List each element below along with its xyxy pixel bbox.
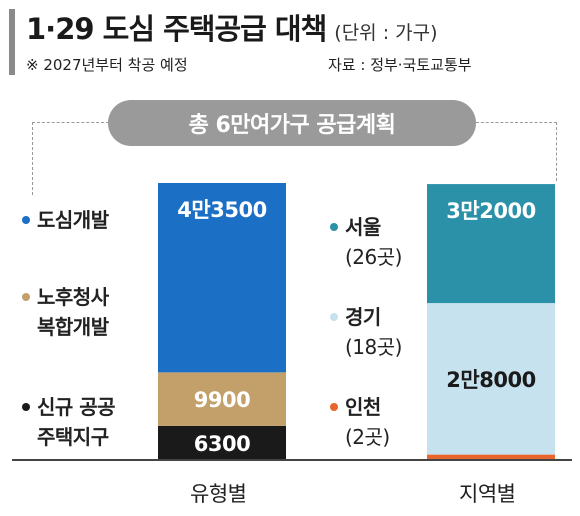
bar-segment-0-2 (158, 183, 286, 373)
legend-label: 인천 (345, 395, 381, 419)
legend-item-urban-development: 도심개발 (22, 205, 109, 235)
legend-dot (22, 215, 30, 224)
bar-value-label-1-2: 3만2000 (446, 199, 535, 223)
bar-segment-1-1 (427, 303, 555, 455)
legend-dot (330, 402, 338, 411)
legend-dot (22, 292, 30, 301)
bar-segment-0-0 (158, 425, 286, 460)
legend-label-line2: 복합개발 (37, 315, 109, 339)
legend-item-gyeonggi: 경기 (18곳) (330, 302, 402, 362)
bar-segment-1-0 (427, 454, 555, 460)
legend-label: 신규 공공 (37, 395, 116, 419)
schedule-note: ※ 2027년부터 착공 예정 (26, 56, 188, 74)
bar-value-label-0-1: 9900 (194, 388, 250, 412)
left-bracket (32, 122, 109, 195)
chart-baseline (12, 459, 572, 461)
legend-label-line2: 주택지구 (37, 425, 109, 449)
unit-label: (단위 : 가구) (334, 22, 438, 44)
legend-item-old-office-redevelopment: 노후청사 복합개발 (22, 282, 109, 342)
legend-label-line2: (2곳) (345, 425, 390, 449)
legend-dot (330, 312, 338, 321)
legend-label: 노후청사 (37, 285, 109, 309)
legend-label: 경기 (345, 305, 381, 329)
legend-dot (22, 402, 30, 411)
category-label-by-type: 유형별 (190, 482, 247, 506)
category-label-by-region: 지역별 (459, 482, 516, 506)
legend-item-incheon: 인천 (2곳) (330, 392, 390, 452)
page-title: 1·29 도심 주택공급 대책 (단위 : 가구) (26, 12, 438, 46)
legend-label: 도심개발 (37, 208, 109, 232)
bar-segment-0-1 (158, 372, 286, 426)
title-accent-bar (9, 9, 15, 75)
bar-value-label-0-2: 4만3500 (177, 198, 266, 222)
bar-value-label-0-0: 6300 (194, 432, 250, 456)
legend-dot (330, 222, 338, 231)
legend-item-seoul: 서울 (26곳) (330, 212, 402, 272)
legend-item-new-public-housing: 신규 공공 주택지구 (22, 392, 116, 452)
bar-segment-1-2 (427, 184, 555, 304)
total-banner: 총 6만여가구 공급계획 (108, 100, 476, 146)
legend-label-line2: (18곳) (345, 335, 402, 359)
source-label: 자료 : 정부·국토교통부 (328, 56, 472, 74)
right-bracket (476, 122, 557, 181)
legend-label-line2: (26곳) (345, 245, 402, 269)
bar-value-label-1-1: 2만8000 (446, 368, 535, 392)
legend-label: 서울 (345, 215, 381, 239)
